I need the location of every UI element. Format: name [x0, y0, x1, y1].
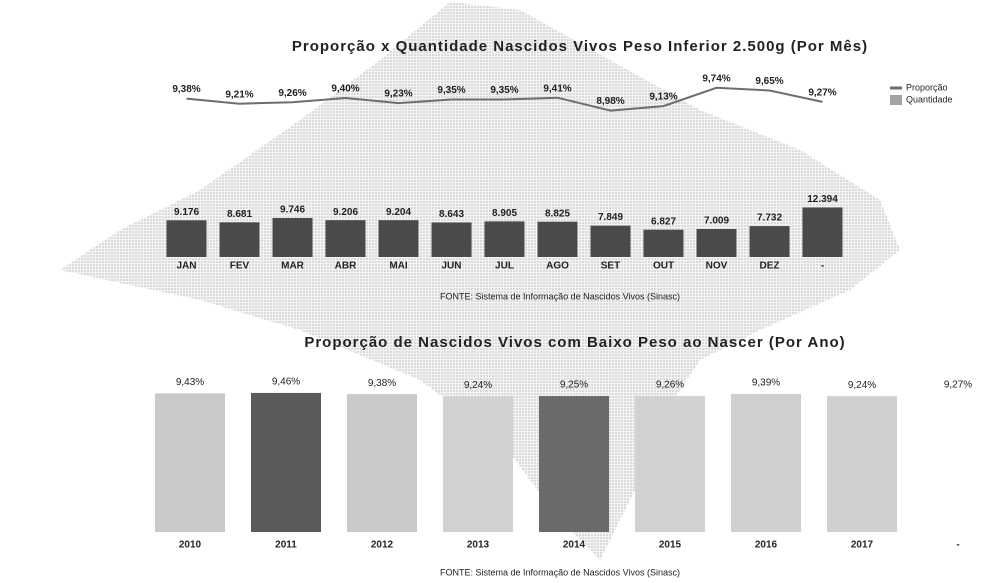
data-label: 8,98%: [596, 96, 624, 107]
bar: [827, 396, 897, 532]
bar: [431, 222, 472, 257]
data-label: 9,40%: [331, 84, 359, 95]
map-background: [60, 2, 900, 560]
bar: [272, 218, 313, 257]
bar: [155, 393, 225, 532]
data-label: 7.732: [757, 213, 782, 224]
data-label: 9.176: [174, 207, 199, 218]
bar: [347, 394, 417, 532]
x-tick-label: 2017: [851, 540, 874, 551]
data-label: 9,24%: [464, 380, 492, 391]
bar: [378, 220, 419, 257]
x-tick-label: AGO: [546, 261, 569, 272]
source: FONTE: Sistema de Informação de Nascidos…: [440, 567, 680, 577]
bar: [325, 220, 366, 257]
bar: [539, 396, 609, 532]
bar: [443, 396, 513, 532]
x-tick-label: MAR: [281, 261, 305, 272]
bar: [166, 220, 207, 257]
x-tick-label: JAN: [176, 261, 196, 272]
chart-title: Proporção de Nascidos Vivos com Baixo Pe…: [304, 334, 845, 351]
data-label: 9.746: [280, 205, 305, 216]
data-label: 9,39%: [752, 378, 780, 389]
x-tick-label: ABR: [335, 261, 357, 272]
x-tick-label: MAI: [389, 261, 408, 272]
data-label: 9,35%: [490, 85, 518, 96]
bar: [219, 222, 260, 257]
data-label: 7.009: [704, 216, 729, 227]
data-label: 8.825: [545, 208, 570, 219]
x-tick-label: 2016: [755, 540, 778, 551]
x-tick-label: JUN: [441, 261, 461, 272]
data-label: 9,27%: [808, 88, 836, 99]
x-tick-label: NOV: [706, 261, 728, 272]
bar: [749, 226, 790, 257]
data-label: 8.905: [492, 208, 517, 219]
bar: [537, 221, 578, 257]
x-tick-label: 2010: [179, 540, 202, 551]
bar: [923, 395, 993, 532]
data-label: 9,25%: [560, 380, 588, 391]
x-tick-label: 2014: [563, 540, 586, 551]
data-label: 9,38%: [368, 378, 396, 389]
data-label: 9,26%: [278, 88, 306, 99]
data-label: 6.827: [651, 216, 676, 227]
data-label: 9,41%: [543, 83, 571, 94]
x-tick-label: OUT: [653, 261, 674, 272]
bar: [696, 228, 737, 257]
data-label: 9,21%: [225, 89, 253, 100]
chart-title: Proporção x Quantidade Nascidos Vivos Pe…: [292, 38, 868, 55]
data-label: 9,43%: [176, 377, 204, 388]
data-label: 9,35%: [437, 85, 465, 96]
data-label: 9,24%: [848, 380, 876, 391]
data-label: 9,38%: [172, 84, 200, 95]
data-label: 8.643: [439, 209, 464, 220]
x-tick-label: JUL: [495, 261, 514, 272]
legend-swatch: [890, 95, 902, 105]
data-label: 9.204: [386, 207, 411, 218]
bar: [251, 392, 321, 532]
data-label: 8.681: [227, 209, 252, 220]
x-tick-label: 2013: [467, 540, 490, 551]
bar: [590, 225, 631, 257]
data-label: 7.849: [598, 212, 623, 223]
legend-label: Proporção: [906, 82, 948, 92]
bar: [731, 393, 801, 532]
data-label: 9,23%: [384, 89, 412, 100]
data-label: 9,27%: [944, 379, 972, 390]
data-label: 9,74%: [702, 73, 730, 84]
data-label: 12.394: [807, 194, 838, 205]
data-label: 9.206: [333, 207, 358, 218]
bar: [484, 221, 525, 257]
legend-label: Quantidade: [906, 94, 953, 104]
source: FONTE: Sistema de Informação de Nascidos…: [440, 291, 680, 301]
data-label: 9,65%: [755, 76, 783, 87]
bar: [643, 229, 684, 257]
x-tick-label: 2015: [659, 540, 682, 551]
x-tick-label: 2012: [371, 540, 394, 551]
x-tick-label: SET: [601, 261, 620, 272]
x-tick-label: -: [956, 540, 959, 551]
x-tick-label: -: [821, 261, 824, 272]
data-label: 9,26%: [656, 380, 684, 391]
bar: [802, 207, 843, 257]
x-tick-label: DEZ: [760, 261, 780, 272]
line: [186, 86, 823, 112]
x-tick-label: 2011: [275, 540, 297, 551]
bar: [635, 395, 705, 532]
x-tick-label: FEV: [230, 261, 250, 272]
data-label: 9,13%: [649, 92, 677, 103]
data-label: 9,46%: [272, 377, 300, 388]
